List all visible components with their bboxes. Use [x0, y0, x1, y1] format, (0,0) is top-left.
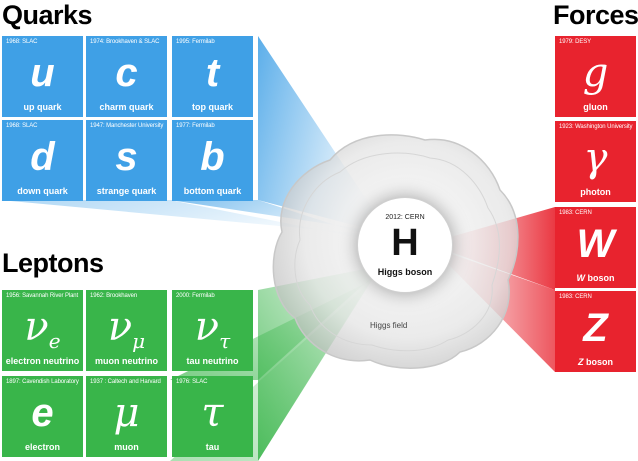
- discovery-label: 1977: Fermilab: [176, 123, 215, 129]
- symbol-subscript: μ: [132, 329, 146, 353]
- symbol-subscript: τ: [219, 329, 231, 353]
- higgs-field-blob-inner: [294, 152, 500, 352]
- particle-name: W boson: [555, 273, 636, 283]
- discovery-label: 1979: DESY: [559, 39, 592, 45]
- card-bottom-quark: 1977: Fermilab b bottom quark: [172, 120, 253, 201]
- particle-symbol: u: [30, 51, 55, 95]
- particle-symbol: νe: [2, 304, 83, 364]
- particle-name: muon neutrino: [95, 356, 158, 366]
- card-electron-neutrino: 1956: Savannah River Plant νe electron n…: [2, 290, 83, 371]
- discovery-label: 1962: Brookhaven: [90, 293, 138, 299]
- card-electron: 1897: Cavendish Laboratory e electron: [2, 376, 83, 457]
- particle-name: gluon: [583, 102, 608, 112]
- discovery-label: 1897: Cavendish Laboratory: [6, 379, 79, 385]
- discovery-label: 1923: Washington University: [559, 124, 633, 130]
- particle-symbol: d: [30, 135, 55, 179]
- card-charm-quark: 1974: Brookhaven & SLAC c charm quark: [86, 36, 167, 117]
- higgs-boson-circle: 2012: CERN H Higgs boson: [357, 197, 453, 293]
- particle-symbol: g: [582, 50, 609, 96]
- particle-name: up quark: [23, 102, 62, 112]
- higgs-name: Higgs boson: [377, 267, 433, 277]
- higgs-field-label: Higgs field: [370, 321, 408, 330]
- discovery-label: 1983: CERN: [559, 294, 592, 300]
- particle-symbol: ντ: [172, 304, 253, 364]
- card-tau: 1976: SLAC τ tau: [172, 376, 253, 457]
- quark-ray: [170, 200, 375, 238]
- particle-symbol: t: [205, 51, 220, 95]
- card-strange-quark: 1947: Manchester University s strange qu…: [86, 120, 167, 201]
- particle-name: photon: [580, 187, 611, 197]
- discovery-label: 1995: Fermilab: [176, 39, 215, 45]
- discovery-label: 2000: Fermilab: [176, 293, 215, 299]
- particle-name: top quark: [191, 102, 233, 112]
- particle-symbol: e: [31, 391, 54, 435]
- card-muon-neutrino: 1962: Brookhaven νμ muon neutrino: [86, 290, 167, 371]
- card-gluon: 1979: DESY g gluon: [555, 36, 636, 117]
- forces-heading: Forces: [553, 0, 638, 30]
- card-tau-neutrino: 2000: Fermilab ντ tau neutrino: [172, 290, 253, 371]
- lepton-ray: [170, 275, 374, 380]
- particle-symbol: Z: [583, 306, 608, 350]
- particle-name: bottom quark: [183, 186, 242, 196]
- card-photon: 1923: Washington University γ photon: [555, 121, 636, 202]
- lepton-ray: [170, 282, 370, 461]
- particle-symbol: W: [576, 222, 615, 266]
- name-rest: boson: [585, 273, 615, 283]
- particle-name: strange quark: [96, 186, 157, 196]
- particle-name: electron: [24, 442, 60, 452]
- discovery-label: 1968: SLAC: [6, 123, 38, 129]
- particle-name: tau neutrino: [186, 356, 239, 366]
- card-top-quark: 1995: Fermilab t top quark: [172, 36, 253, 117]
- particle-name: tau: [205, 442, 220, 452]
- discovery-label: 1956: Savannah River Plant: [6, 293, 79, 299]
- name-rest: boson: [583, 357, 613, 367]
- quarks-heading: Quarks: [2, 0, 93, 30]
- symbol-main: ν: [24, 304, 49, 350]
- name-italic: W: [576, 273, 586, 283]
- particle-name: muon: [114, 442, 139, 452]
- particle-name: electron neutrino: [5, 356, 80, 366]
- discovery-label: 1983: CERN: [559, 210, 592, 216]
- name-italic: Z: [578, 357, 584, 367]
- particle-symbol: s: [115, 135, 138, 179]
- quark-ray: [0, 200, 370, 240]
- particle-symbol: νμ: [86, 304, 167, 364]
- higgs-discovery-label: 2012: CERN: [385, 214, 425, 221]
- discovery-label: 1947: Manchester University: [90, 123, 164, 129]
- particle-name: down quark: [17, 186, 68, 196]
- particle-name: Z boson: [555, 357, 636, 367]
- card-down-quark: 1968: SLAC d down quark: [2, 120, 83, 201]
- discovery-label: 1937 : Caltech and Harvard: [90, 379, 161, 385]
- particle-symbol: b: [200, 135, 225, 179]
- particle-symbol: γ: [583, 135, 608, 181]
- discovery-label: 1976: SLAC: [176, 379, 208, 385]
- particle-symbol: c: [115, 51, 138, 95]
- card-up-quark: 1968: SLAC u up quark: [2, 36, 83, 117]
- discovery-label: 1968: SLAC: [6, 39, 38, 45]
- symbol-main: ν: [107, 304, 133, 350]
- particle-name: charm quark: [99, 102, 154, 112]
- card-w-boson: 1983: CERN W W boson: [555, 207, 636, 288]
- symbol-main: ν: [194, 304, 220, 350]
- discovery-label: 1974: Brookhaven & SLAC: [90, 39, 160, 45]
- higgs-symbol: H: [391, 222, 419, 264]
- card-z-boson: 1983: CERN Z Z boson: [555, 291, 636, 372]
- symbol-subscript: e: [48, 329, 61, 353]
- particle-symbol: τ: [201, 390, 224, 436]
- card-muon: 1937 : Caltech and Harvard μ muon: [86, 376, 167, 457]
- particle-symbol: μ: [113, 390, 140, 436]
- leptons-heading: Leptons: [2, 248, 104, 278]
